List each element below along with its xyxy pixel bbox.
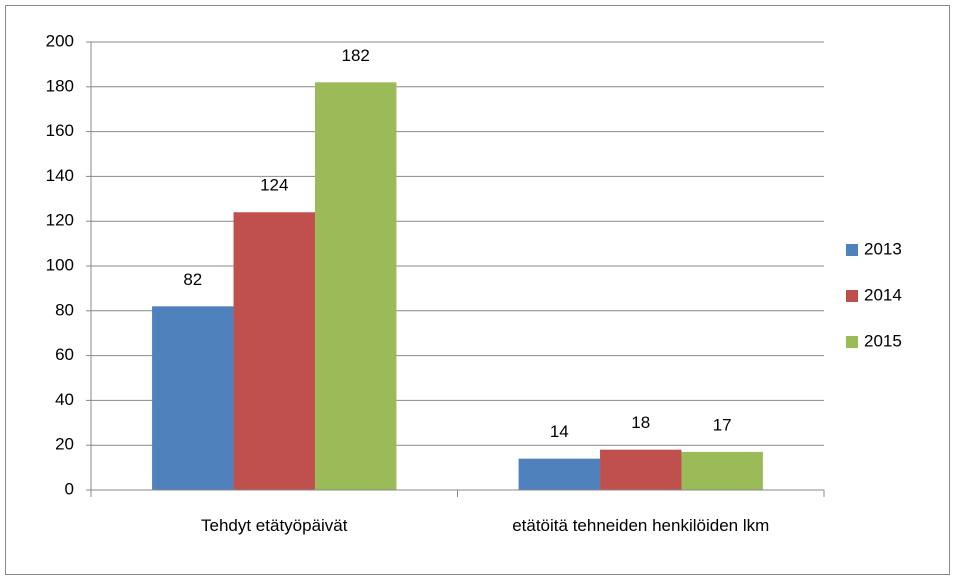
y-tick-label: 80 [55, 300, 74, 319]
chart-border [5, 5, 950, 575]
bar [152, 306, 234, 490]
data-label: 17 [713, 415, 732, 434]
y-tick-label: 200 [46, 31, 74, 50]
x-tick-label: Tehdyt etätyöpäivät [201, 516, 348, 535]
data-label: 124 [260, 176, 288, 195]
legend-label: 2013 [864, 239, 902, 258]
y-tick-label: 20 [55, 435, 74, 454]
legend-swatch [846, 290, 858, 302]
bar [314, 82, 397, 490]
y-tick-label: 140 [46, 166, 74, 185]
legend-label: 2015 [864, 331, 902, 350]
legend-swatch [846, 336, 858, 348]
data-label: 182 [342, 46, 370, 65]
x-tick-label: etätöitä tehneiden henkilöiden lkm [512, 516, 770, 535]
bar [600, 449, 682, 490]
data-label: 82 [183, 270, 202, 289]
legend-swatch [846, 244, 858, 256]
y-tick-label: 60 [55, 345, 74, 364]
data-label: 14 [550, 422, 569, 441]
bar [518, 458, 601, 490]
bar [233, 212, 315, 491]
legend-label: 2014 [864, 285, 902, 304]
y-tick-label: 0 [65, 479, 74, 498]
y-tick-label: 40 [55, 390, 74, 409]
y-tick-label: 100 [46, 255, 74, 274]
data-label: 18 [631, 413, 650, 432]
y-tick-label: 120 [46, 211, 74, 230]
y-tick-label: 180 [46, 76, 74, 95]
bar [681, 451, 763, 490]
y-tick-label: 160 [46, 121, 74, 140]
